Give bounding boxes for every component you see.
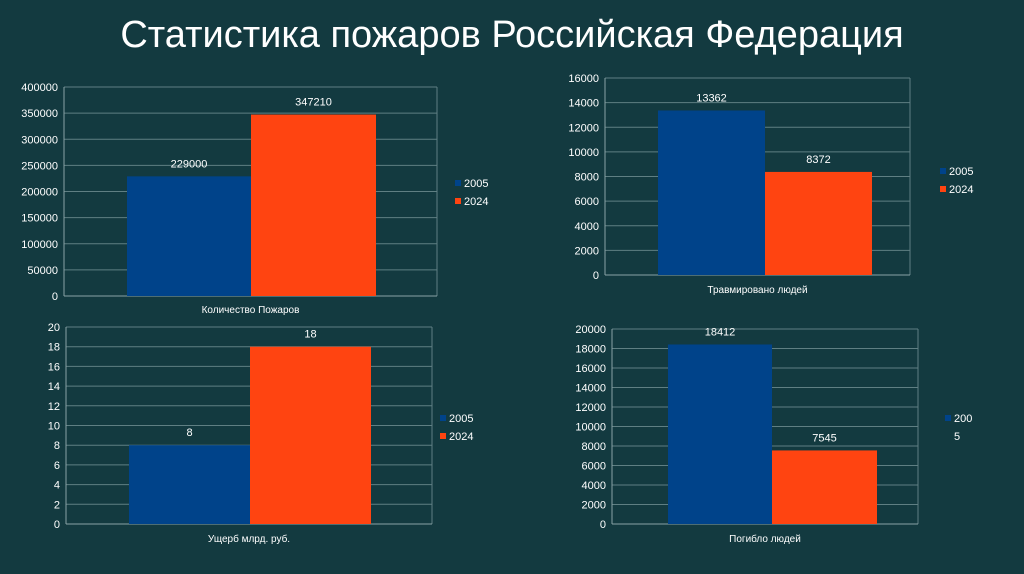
y-tick-label: 12000 — [575, 402, 606, 414]
legend-label: 200 — [954, 413, 972, 425]
y-tick-label: 16 — [48, 361, 60, 373]
bar-2005 — [658, 110, 765, 275]
data-label: 18 — [304, 329, 316, 341]
chart-1: 0 50000 100000 150000 200000 250000 300000 3500… — [21, 82, 488, 316]
y-tick-label: 10000 — [568, 147, 599, 159]
y-tick-label: 6000 — [575, 196, 599, 208]
legend-label: 2024 — [449, 431, 473, 443]
y-tick-label: 14 — [48, 381, 60, 393]
slide-title: Статистика пожаров Российская Федерация — [120, 14, 904, 56]
data-label: 13362 — [696, 92, 727, 104]
y-tick-label: 0 — [54, 519, 60, 531]
y-tick-label: 12 — [48, 401, 60, 413]
bar-2024 — [251, 114, 376, 297]
bar-2005 — [127, 176, 251, 296]
y-tick-label: 16000 — [575, 363, 606, 375]
legend-label: 5 — [954, 431, 960, 443]
y-tick-label: 150000 — [21, 213, 58, 225]
y-tick-label: 6000 — [582, 461, 606, 473]
legend-swatch — [440, 433, 446, 439]
y-tick-label: 8000 — [582, 441, 606, 453]
legend-label: 2005 — [949, 166, 973, 178]
legend-label: 2024 — [949, 184, 973, 196]
y-tick-label: 4000 — [575, 221, 599, 233]
data-label: 229000 — [171, 158, 208, 170]
legend-swatch — [940, 186, 946, 192]
y-tick-label: 0 — [600, 519, 606, 531]
y-tick-label: 18000 — [575, 344, 606, 356]
y-tick-label: 4000 — [582, 480, 606, 492]
x-axis-label: Количество Пожаров — [202, 305, 300, 316]
legend-swatch — [455, 180, 461, 186]
y-tick-label: 8 — [54, 440, 60, 452]
legend-swatch — [455, 198, 461, 204]
legend-swatch — [940, 168, 946, 174]
legend-label: 2005 — [464, 178, 488, 190]
x-axis-label: Погибло людей — [729, 533, 801, 545]
x-axis-label: Ущерб млрд. руб. — [208, 533, 290, 545]
data-label: 8372 — [806, 154, 830, 166]
bar-2024 — [765, 171, 872, 275]
y-tick-label: 14000 — [575, 383, 606, 395]
y-tick-label: 4 — [54, 480, 60, 492]
y-tick-label: 12000 — [568, 122, 599, 134]
y-tick-label: 20 — [48, 322, 60, 334]
y-tick-label: 20000 — [575, 324, 606, 336]
x-axis-label: Травмировано людей — [707, 285, 807, 296]
data-label: 8 — [186, 427, 192, 439]
y-tick-label: 400000 — [21, 82, 58, 94]
data-label: 347210 — [295, 97, 332, 109]
y-tick-label: 2000 — [582, 500, 606, 512]
legend-swatch — [945, 415, 951, 421]
bar-2024 — [250, 346, 371, 524]
bar-2005 — [129, 445, 250, 524]
y-tick-label: 0 — [593, 270, 599, 282]
y-tick-label: 14000 — [568, 98, 599, 110]
y-tick-label: 100000 — [21, 239, 58, 251]
bar-2005 — [668, 344, 772, 524]
y-tick-label: 18 — [48, 342, 60, 354]
y-tick-label: 350000 — [21, 108, 58, 120]
y-tick-label: 10000 — [575, 422, 606, 434]
y-tick-label: 250000 — [21, 160, 58, 172]
bar-2024 — [772, 450, 877, 524]
chart-4: 0 2000 4000 6000 8000 10000 12000 14000 16000 180… — [575, 324, 972, 545]
y-tick-label: 50000 — [27, 265, 58, 277]
y-tick-label: 200000 — [21, 187, 58, 199]
data-label: 18412 — [705, 326, 736, 338]
y-tick-label: 2 — [54, 499, 60, 511]
y-tick-label: 8000 — [575, 172, 599, 184]
legend-label: 2005 — [449, 413, 473, 425]
y-tick-label: 6 — [54, 460, 60, 472]
legend-swatch — [440, 415, 446, 421]
legend-label: 2024 — [464, 196, 488, 208]
y-tick-label: 16000 — [568, 73, 599, 85]
chart-3: 0 2 4 6 8 10 12 14 16 18 20 8 18 Ущерб млрд. руб. 2005… — [48, 322, 474, 545]
y-tick-label: 0 — [52, 291, 58, 303]
y-tick-label: 300000 — [21, 134, 58, 146]
chart-2: 0 2000 4000 6000 8000 10000 12000 14000 16000 133… — [568, 73, 973, 296]
y-tick-label: 10 — [48, 421, 60, 433]
y-tick-label: 2000 — [575, 245, 599, 257]
data-label: 7545 — [812, 432, 836, 444]
